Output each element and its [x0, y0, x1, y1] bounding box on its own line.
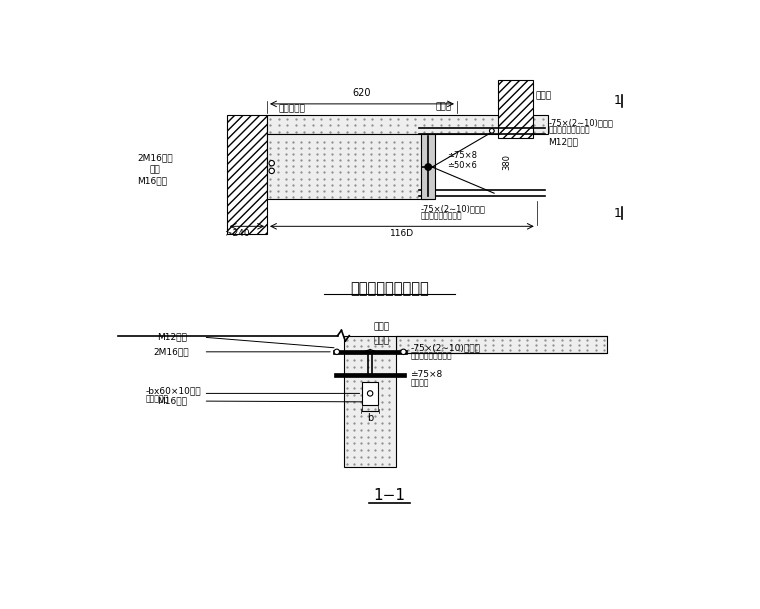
Text: M12锄栓: M12锄栓	[549, 137, 578, 146]
Circle shape	[425, 164, 432, 170]
Text: >240: >240	[225, 230, 250, 238]
Bar	[226, 114, 267, 234]
Bar	[267, 114, 549, 134]
Circle shape	[334, 349, 340, 354]
Text: 1: 1	[613, 206, 621, 220]
Text: 顶紧后，与角钗焊接: 顶紧后，与角钗焊接	[549, 125, 590, 135]
Bar	[363, 382, 378, 405]
Bar	[334, 373, 406, 377]
Bar	[267, 134, 428, 199]
Text: 2M16螺栓: 2M16螺栓	[138, 153, 173, 162]
Text: M16螺栓: M16螺栓	[138, 177, 168, 185]
Text: 116D: 116D	[390, 230, 414, 238]
Bar	[333, 350, 407, 354]
Bar	[397, 336, 606, 353]
Text: 2M16螺栓: 2M16螺栓	[153, 347, 188, 356]
Text: b: b	[367, 414, 373, 423]
Text: 座乳胶水泥: 座乳胶水泥	[279, 105, 306, 114]
Text: 顶紧后，与角钗焊接: 顶紧后，与角钗焊接	[410, 351, 452, 360]
Text: -bx60×10钓板: -bx60×10钓板	[145, 387, 201, 396]
Text: M16螺栓: M16螺栓	[157, 396, 187, 406]
Text: 栏板墙: 栏板墙	[536, 91, 552, 100]
Text: 悬挑棁: 悬挑棁	[374, 337, 390, 345]
Text: ≐75×8: ≐75×8	[448, 151, 477, 160]
Circle shape	[269, 161, 274, 166]
Circle shape	[367, 391, 373, 396]
Text: M12锄栓: M12锄栓	[157, 333, 187, 342]
Text: 380: 380	[502, 155, 511, 171]
Text: 梁式阳台支架法加固: 梁式阳台支架法加固	[350, 281, 429, 296]
Text: 後批焊接: 後批焊接	[410, 378, 429, 387]
Bar	[421, 134, 435, 199]
Text: 挡板: 挡板	[149, 165, 160, 174]
Circle shape	[269, 168, 274, 174]
Circle shape	[489, 128, 494, 133]
Text: 悬挑棁: 悬挑棁	[436, 102, 452, 111]
Text: ≐75×8: ≐75×8	[410, 370, 442, 379]
Text: 620: 620	[353, 88, 371, 99]
Text: ≐50×6: ≐50×6	[448, 161, 477, 170]
Text: -75×(2∼10)钓板楔: -75×(2∼10)钓板楔	[549, 119, 613, 128]
Circle shape	[401, 349, 406, 354]
Text: 栏板墙: 栏板墙	[374, 322, 390, 331]
Bar	[344, 336, 397, 466]
Text: -75×(2∼10)钓板楔: -75×(2∼10)钓板楔	[410, 343, 480, 353]
Text: 1: 1	[613, 94, 621, 107]
Bar	[498, 80, 533, 138]
Text: 顶紧后，与角钗焊接: 顶紧后，与角钗焊接	[420, 212, 462, 221]
Text: 与角钗焊接: 与角钗焊接	[145, 394, 169, 403]
Text: -75×(2∼10)钓板楔: -75×(2∼10)钓板楔	[420, 204, 486, 213]
Text: 1−1: 1−1	[373, 488, 406, 503]
